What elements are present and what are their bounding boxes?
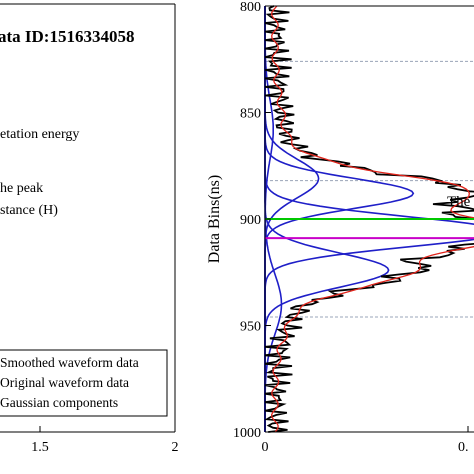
left-xtick-label-1: 1.5 bbox=[31, 440, 49, 455]
ytick-label-5: 1000 bbox=[233, 426, 261, 441]
legend-item-original: Original waveform data bbox=[0, 375, 129, 390]
xtick-label-1: 0 bbox=[262, 440, 269, 455]
left-label-2: he peak bbox=[0, 181, 43, 196]
legend-item-gaussian: Gaussian components bbox=[0, 395, 118, 410]
x-ticks: 0 0. bbox=[262, 426, 469, 455]
left-label-1: etation energy bbox=[0, 127, 79, 142]
left-panel: ata ID:1516334058 etation energy he peak… bbox=[0, 3, 179, 455]
left-label-3: stance (H) bbox=[0, 203, 58, 218]
y-ticks: 800 850 900 950 1000 bbox=[233, 0, 271, 441]
left-xtick-label-2: 2 bbox=[172, 440, 179, 455]
ytick-label-3: 900 bbox=[240, 213, 261, 228]
ytick-label-4: 950 bbox=[240, 320, 261, 335]
plot-area bbox=[264, 5, 474, 433]
y-axis-label: Data Bins(ns) bbox=[206, 175, 223, 263]
ytick-label-2: 850 bbox=[240, 107, 261, 122]
smoothed-waveform bbox=[270, 5, 474, 433]
left-panel-title: ata ID:1516334058 bbox=[0, 27, 134, 46]
legend-box bbox=[0, 349, 168, 417]
original-waveform bbox=[264, 5, 474, 433]
right-panel: 800 850 900 950 1000 0 0. Data Bins(ns) The bbox=[206, 0, 474, 455]
legend-item-smoothed: Smoothed waveform data bbox=[0, 355, 139, 370]
xtick-label-2: 0. bbox=[458, 440, 469, 455]
ytick-label-1: 800 bbox=[240, 0, 261, 15]
annotation-text: The bbox=[447, 194, 471, 210]
